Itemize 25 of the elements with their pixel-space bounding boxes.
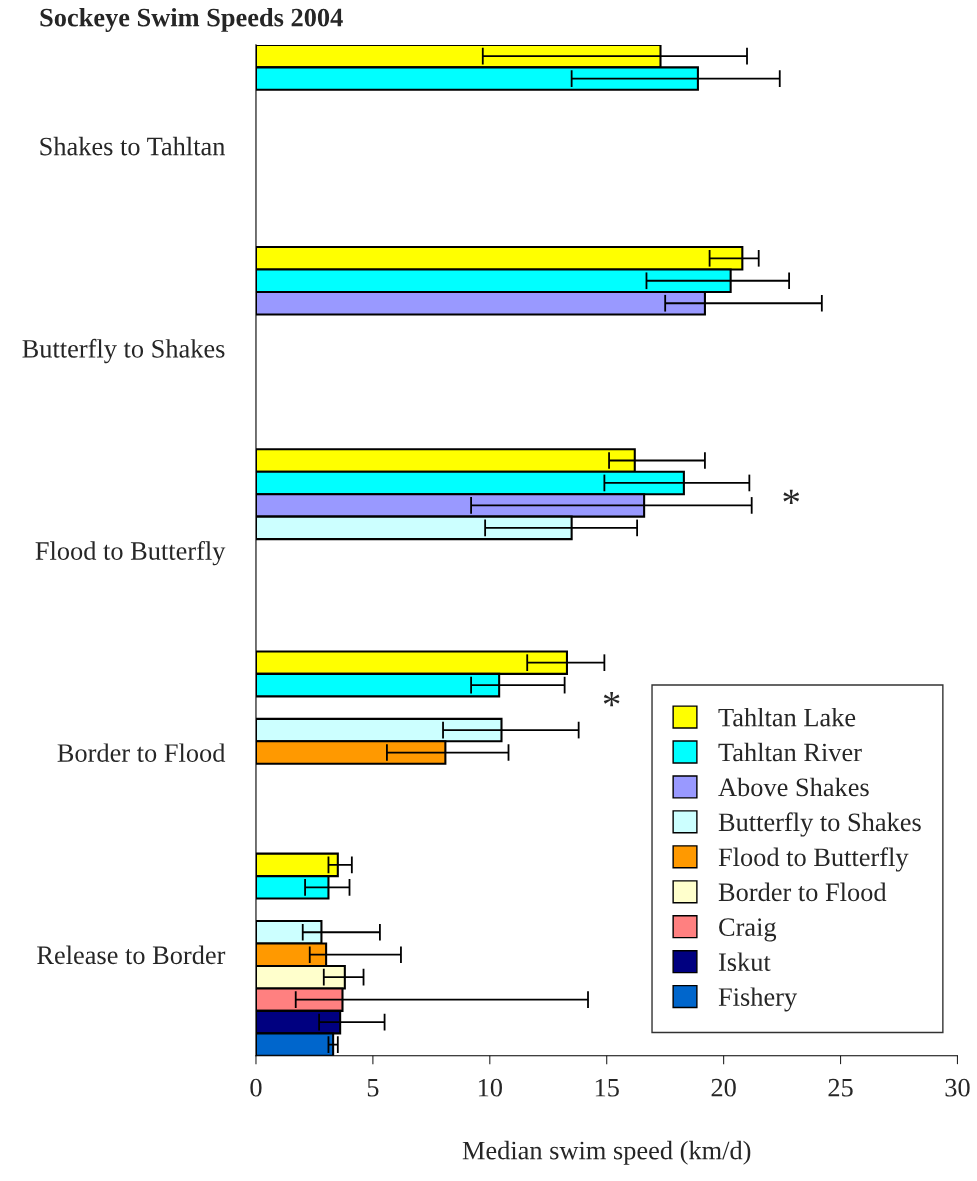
annotation: * (783, 489, 800, 505)
x-axis-title: Median swim speed (km/d) (462, 1140, 751, 1165)
legend-label: Craig (719, 918, 777, 942)
y-tick-label: Flood to Butterfly (35, 541, 226, 566)
x-tick-label: 10 (478, 1078, 502, 1097)
legend-label: Flood to Butterfly (718, 847, 909, 872)
x-tick-label: 0 (250, 1078, 262, 1097)
y-tick-label: Release to Border (37, 945, 226, 965)
legend-label: Above Shakes (718, 777, 869, 797)
legend-label: Tahltan River (718, 742, 862, 762)
x-tick-label: 30 (945, 1078, 970, 1097)
x-tick-label: 20 (711, 1078, 736, 1097)
x-tick-label: 15 (595, 1078, 619, 1097)
chart-title: Sockeye Swim Speeds 2004 (40, 7, 343, 32)
y-tick-label: Shakes to Tahltan (40, 136, 226, 156)
legend-label: Butterfly to Shakes (718, 812, 921, 837)
legend-label: Iskut (718, 952, 771, 972)
legend-label: Fishery (718, 987, 798, 1012)
x-tick-label: 5 (367, 1079, 379, 1097)
y-tick-label: Butterfly to Shakes (22, 338, 225, 364)
y-tick-label: Border to Flood (57, 743, 226, 762)
x-tick-label: 25 (828, 1078, 853, 1097)
legend-label: Tahltan Lake (718, 707, 856, 727)
annotation: * (603, 691, 620, 707)
legend-label: Border to Flood (718, 882, 887, 902)
